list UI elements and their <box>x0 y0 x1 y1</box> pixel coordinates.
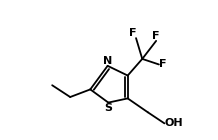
Text: F: F <box>129 28 136 38</box>
Text: S: S <box>104 103 112 113</box>
Text: OH: OH <box>164 118 183 128</box>
Text: F: F <box>152 31 160 41</box>
Text: N: N <box>103 56 112 66</box>
Text: F: F <box>159 60 166 69</box>
